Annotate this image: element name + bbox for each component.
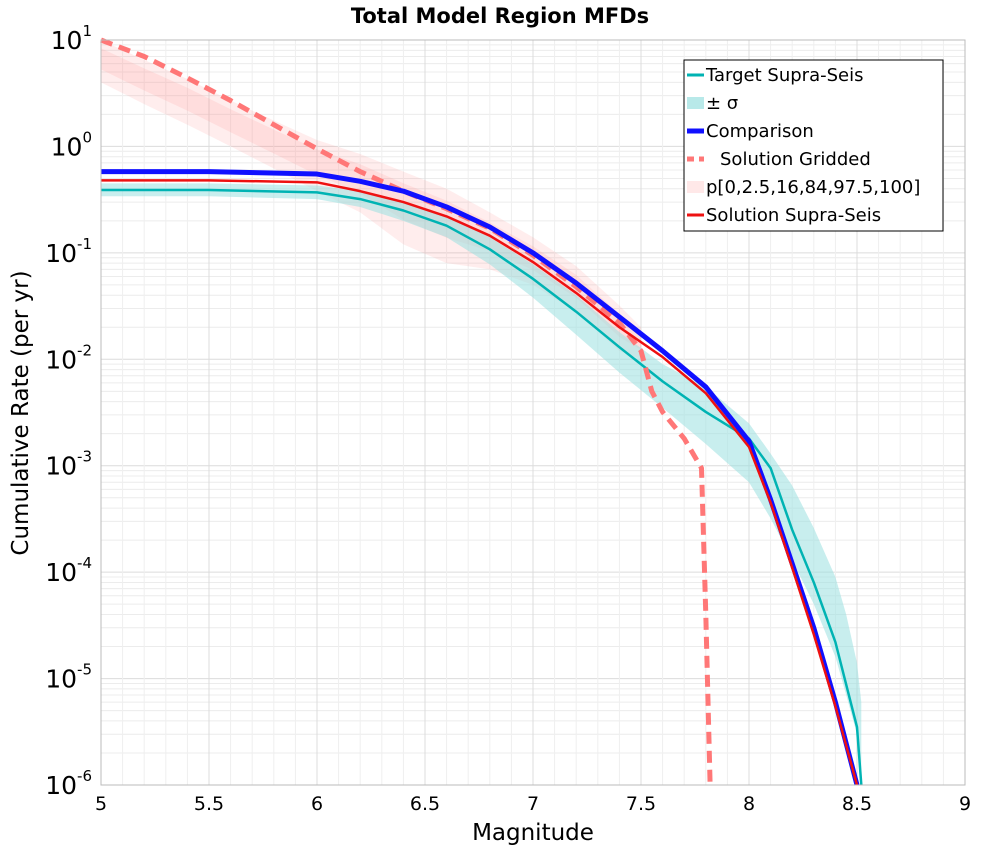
legend-label: ± σ (706, 93, 738, 114)
x-tick-label: 6 (311, 793, 323, 815)
y-tick-label: 10-4 (45, 554, 92, 587)
legend-label: Solution Gridded (720, 149, 871, 170)
x-tick-label: 7 (527, 793, 539, 815)
legend-label: Comparison (706, 121, 814, 142)
series-target-supra-seis (101, 188, 863, 786)
y-tick-label: 10-1 (45, 235, 92, 268)
x-tick-label: 8.5 (842, 793, 872, 815)
uncertainty-bands (101, 40, 862, 785)
y-tick-label: 10-6 (45, 767, 92, 800)
x-tick-label: 8 (743, 793, 755, 815)
x-tick-label: 7.5 (626, 793, 656, 815)
series-lines (100, 37, 863, 786)
legend: Target Supra-Seis ± σ Comparison Solution G… (683, 59, 944, 232)
series-solution-supra-seis (101, 179, 859, 786)
legend-label: Solution Supra-Seis (706, 205, 881, 226)
plot-frame (100, 39, 966, 786)
y-axis-label: Cumulative Rate (per yr) (8, 270, 34, 555)
y-tick-labels: 10-6 10-5 10-4 10-3 10-2 10-1 100 101 (45, 22, 92, 800)
legend-swatch (687, 181, 704, 193)
x-tick-label: 9 (959, 793, 971, 815)
y-tick-label: 10-3 (45, 448, 92, 481)
series-comparison (101, 169, 860, 786)
x-tick-label: 5 (95, 793, 107, 815)
x-tick-label: 5.5 (194, 793, 224, 815)
legend-label: Target Supra-Seis (705, 65, 863, 86)
chart-title: Total Model Region MFDs (351, 4, 649, 28)
legend-swatch (687, 97, 704, 109)
y-tick-label: 10-5 (45, 661, 92, 694)
y-tick-label: 10-2 (45, 341, 92, 374)
x-tick-labels: 5 5.5 6 6.5 7 7.5 8 8.5 9 (95, 793, 971, 815)
legend-box (683, 59, 944, 232)
x-axis-label: Magnitude (472, 820, 594, 846)
y-tick-label: 100 (51, 128, 92, 161)
y-tick-label: 101 (51, 22, 92, 55)
legend-label: p[0,2.5,16,84,97.5,100] (706, 177, 920, 198)
x-tick-label: 6.5 (410, 793, 440, 815)
